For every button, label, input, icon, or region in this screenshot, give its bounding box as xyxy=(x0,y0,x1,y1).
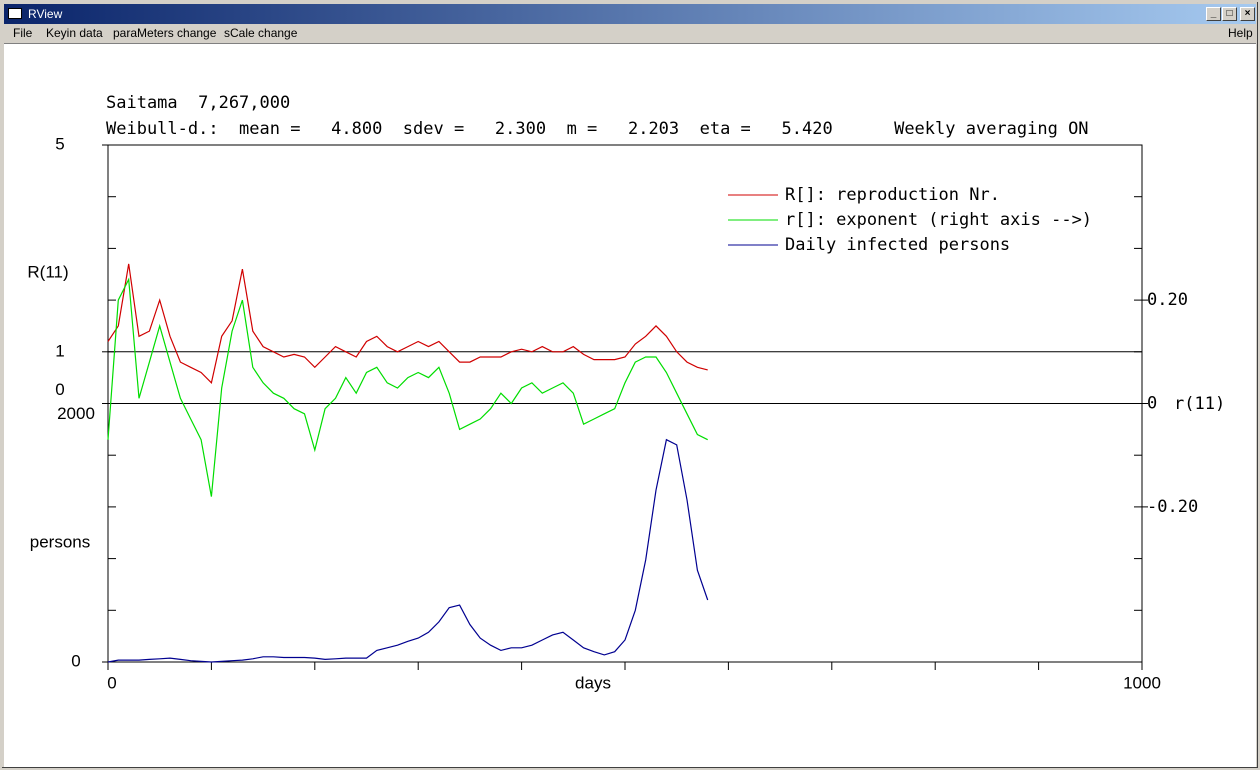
maximize-button[interactable]: □ xyxy=(1222,7,1237,21)
series-line xyxy=(107,277,708,497)
y3-axis-label: persons xyxy=(30,532,90,551)
window-title: RView xyxy=(28,7,63,21)
y3-tick-label: 0 xyxy=(71,651,80,670)
menu-item[interactable]: paraMeters change xyxy=(113,26,217,40)
legend-label: R[]: reproduction Nr. xyxy=(785,185,1000,205)
menu-item[interactable]: File xyxy=(13,26,33,40)
y2-axis-label: r(11) xyxy=(1174,394,1225,414)
series-line xyxy=(107,263,708,384)
y3-tick-label: 2000 xyxy=(57,404,95,423)
close-button[interactable]: × xyxy=(1240,7,1255,21)
x-tick-label: 1000 xyxy=(1123,673,1161,692)
menu-item[interactable]: Keyin data xyxy=(46,26,103,40)
y2-tick-label: 0.20 xyxy=(1147,290,1188,310)
minimize-button[interactable]: _ xyxy=(1206,7,1221,21)
menu-bar: File Keyin data paraMeters change sCale … xyxy=(4,24,1256,42)
y2-tick-label: 0 xyxy=(1147,394,1157,414)
chart-subtitle: Weibull-d.: mean = 4.800 sdev = 2.300 m … xyxy=(106,119,1089,139)
y-tick-label: 5 xyxy=(55,134,64,153)
y-tick-label: 1 xyxy=(55,341,64,360)
app-icon xyxy=(8,8,22,19)
legend-label: Daily infected persons xyxy=(785,235,1010,255)
x-tick-label: 0 xyxy=(107,673,116,692)
legend-label: r[]: exponent (right axis -->) xyxy=(785,210,1092,230)
menu-item[interactable]: Help xyxy=(1228,26,1253,40)
y-axis-label: R(11) xyxy=(27,262,68,281)
y2-tick-label: -0.20 xyxy=(1147,497,1198,517)
client-area xyxy=(4,43,1256,767)
series-line xyxy=(107,438,709,663)
title-bar: RView _ □ × xyxy=(4,4,1256,24)
y-tick-label: 0 xyxy=(55,380,64,399)
chart-title: Saitama 7,267,000 xyxy=(106,93,290,113)
menu-item[interactable]: sCale change xyxy=(224,26,298,40)
x-axis-label: days xyxy=(575,673,611,692)
